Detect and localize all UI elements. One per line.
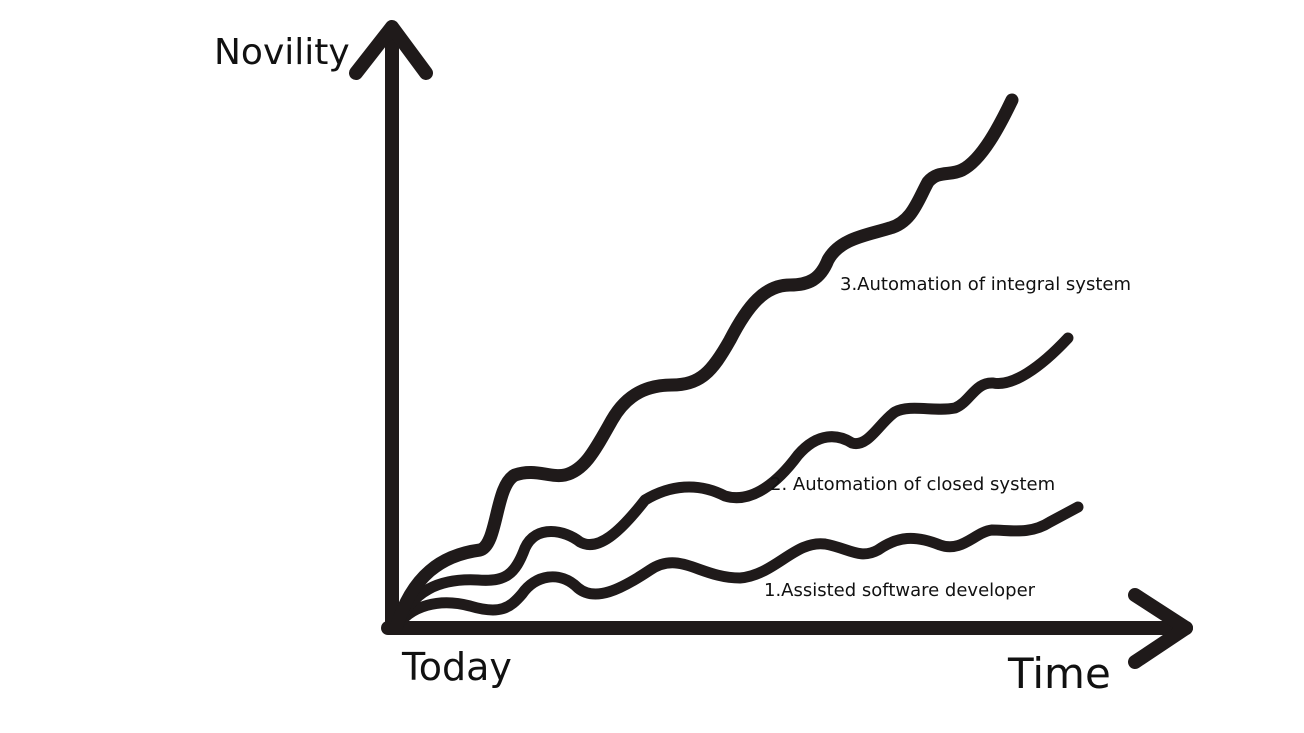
curve-label-1: 1.Assisted software developer [764, 580, 1036, 601]
curve-assisted-software-developer [390, 501, 1084, 634]
x-axis-arrowhead [1128, 588, 1193, 669]
y-axis-arrowhead [349, 20, 433, 80]
curve-automation-closed-system [390, 332, 1074, 634]
x-axis-label: Time [1007, 649, 1111, 698]
origin-label: Today [401, 645, 512, 689]
curve-automation-integral-system [389, 93, 1019, 635]
y-axis-label: Novility [214, 32, 350, 73]
curve-label-3: 3.Automation of integral system [840, 274, 1131, 295]
curve-label-2: 2. Automation of closed system [770, 474, 1055, 495]
